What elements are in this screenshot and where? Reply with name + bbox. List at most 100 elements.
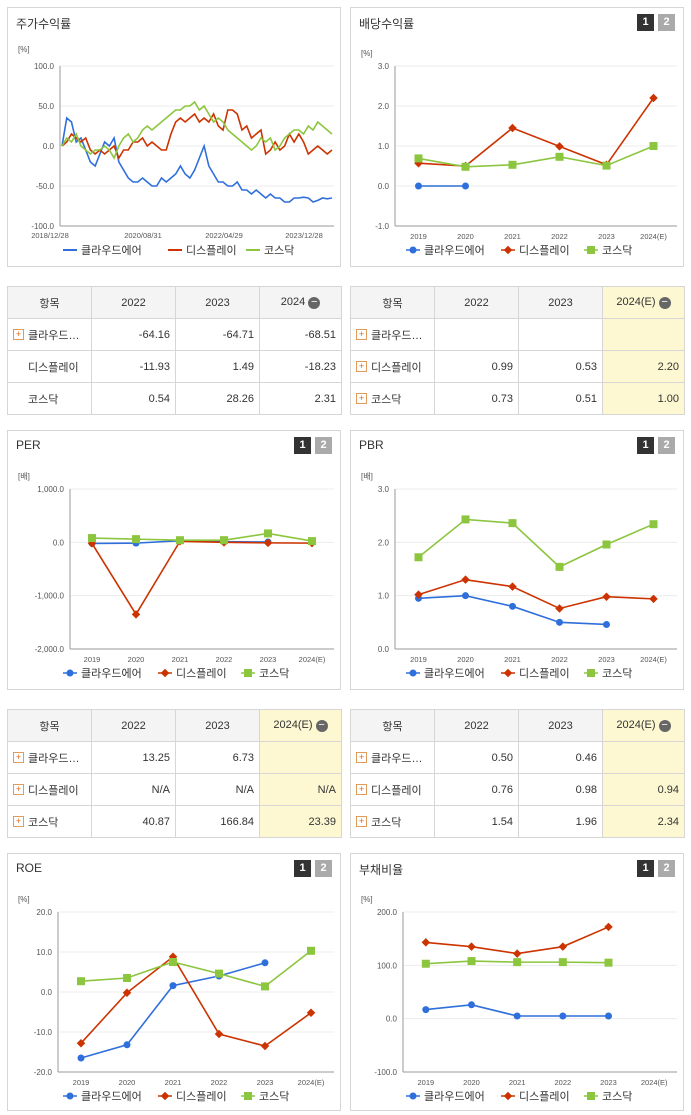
y-tick-label: 0.0 — [378, 182, 390, 191]
x-tick-label: 2024(E) — [299, 655, 326, 664]
value-cell: 40.87 — [91, 805, 176, 838]
expand-icon[interactable]: + — [13, 329, 24, 340]
data-point — [649, 142, 658, 150]
x-tick-label: 2024(E) — [640, 655, 667, 664]
legend-label: 코스닥 — [602, 244, 632, 257]
legend-label: 코스닥 — [259, 667, 289, 680]
expand-icon[interactable]: + — [356, 752, 367, 763]
tab-1[interactable]: 1 — [294, 437, 311, 454]
table-row: + 클라우드… 13.25 6.73 — [7, 741, 342, 774]
value-cell: -68.51 — [259, 318, 342, 351]
data-point — [123, 974, 131, 982]
expand-icon[interactable]: + — [13, 816, 24, 827]
row-name: 디스플레이 — [371, 361, 422, 374]
debt-ratio-chart: [%] 200.0 100.0 0.0 -100.0 2019 2020 2021 2022 20… — [361, 895, 677, 1103]
y-tick-label: 0.0 — [53, 538, 65, 547]
x-tick-label: 2021 — [509, 1078, 526, 1087]
row-name: 디스플레이 — [28, 784, 79, 797]
tab-2[interactable]: 2 — [658, 14, 675, 31]
expand-icon[interactable]: + — [356, 784, 367, 795]
data-point — [555, 562, 564, 571]
view-tabs: 1 2 — [294, 437, 332, 454]
collapse-icon[interactable]: − — [658, 719, 671, 732]
data-point — [422, 1006, 430, 1014]
expand-icon[interactable]: + — [356, 329, 367, 340]
y-unit-label: [배] — [18, 472, 30, 481]
expand-icon[interactable]: + — [13, 784, 24, 795]
legend-label: 디스플레이 — [519, 667, 570, 680]
row-name-cell: 코스닥 — [7, 382, 92, 415]
collapse-icon[interactable]: − — [315, 719, 328, 732]
pbr-panel: PBR 1 2 [배] 3.0 2.0 1.0 0.0 2019 2020 2021 2022 2… — [350, 430, 684, 690]
data-point — [461, 515, 470, 524]
expand-icon[interactable]: + — [356, 393, 367, 404]
x-tick-label: 2022 — [216, 655, 233, 664]
value-cell — [602, 741, 685, 774]
collapse-icon[interactable]: − — [308, 296, 321, 309]
data-point — [88, 534, 96, 543]
x-tick-label: 2020 — [128, 655, 145, 664]
column-header-label: 2022 — [121, 296, 146, 309]
row-name-cell: + 클라우드… — [350, 318, 435, 351]
tab-1[interactable]: 1 — [637, 437, 654, 454]
column-header: 항목 — [350, 286, 435, 319]
x-tick-label: 2021 — [504, 655, 521, 664]
legend-label: 디스플레이 — [176, 1090, 227, 1103]
column-header: 2022 — [91, 709, 176, 742]
series-line — [91, 540, 313, 616]
tab-2[interactable]: 2 — [658, 437, 675, 454]
panel-title: 주가수익률 — [16, 17, 72, 31]
x-tick-label: 2021 — [165, 1078, 182, 1087]
x-tick-label: 2022 — [551, 655, 568, 664]
tab-1[interactable]: 1 — [294, 860, 311, 877]
series-line — [80, 955, 312, 1047]
tab-2[interactable]: 2 — [315, 437, 332, 454]
row-name-cell: 디스플레이 — [7, 350, 92, 383]
expand-icon[interactable]: + — [356, 816, 367, 827]
column-header: 항목 — [350, 709, 435, 742]
legend-label: 코스닥 — [259, 1090, 289, 1103]
value-cell: 0.46 — [518, 741, 603, 774]
column-header: 2022 — [91, 286, 176, 319]
data-point — [264, 529, 272, 538]
value-cell: 0.99 — [434, 350, 519, 383]
panel-title: ROE — [16, 861, 43, 875]
x-tick-label: 2024(E) — [641, 1078, 668, 1087]
column-header-label: 항목 — [39, 720, 60, 733]
data-point — [77, 977, 85, 986]
value-cell: 1.54 — [434, 805, 519, 838]
value-cell: N/A — [91, 773, 176, 806]
expand-icon[interactable]: + — [13, 752, 24, 763]
legend-label: 코스닥 — [602, 667, 632, 680]
table-row: + 코스닥 40.87 166.84 23.39 — [7, 805, 342, 838]
expand-icon[interactable]: + — [356, 361, 367, 372]
data-point — [462, 182, 469, 190]
collapse-icon[interactable]: − — [658, 296, 671, 309]
y-unit-label: [%] — [18, 895, 30, 904]
tab-1[interactable]: 1 — [637, 14, 654, 31]
data-point — [512, 949, 522, 958]
debt-ratio-panel: 부채비율 1 2 [%] 200.0 100.0 0.0 -100.0 2019 2020 2… — [350, 853, 684, 1111]
x-tick-label: 2023 — [257, 1078, 274, 1087]
tab-1[interactable]: 1 — [637, 860, 654, 877]
y-tick-label: 1.0 — [378, 142, 390, 151]
data-point — [555, 604, 564, 613]
tab-2[interactable]: 2 — [658, 860, 675, 877]
column-header-label: 2022 — [464, 296, 489, 309]
y-tick-label: 50.0 — [38, 102, 54, 111]
series-line — [91, 532, 313, 542]
per-chart: [배] 1,000.0 0.0 -1,000.0 -2,000.0 2019 2020 202… — [18, 472, 334, 680]
row-name: 클라우드… — [371, 752, 423, 765]
column-header: 2023 — [518, 709, 603, 742]
y-unit-label: [배] — [361, 472, 373, 481]
data-point — [77, 1054, 85, 1062]
legend-marker — [503, 245, 513, 255]
x-tick-label: 2020 — [457, 655, 474, 664]
tab-2[interactable]: 2 — [315, 860, 332, 877]
value-cell: 0.76 — [434, 773, 519, 806]
data-point — [461, 575, 470, 584]
legend-marker — [503, 1091, 513, 1101]
column-header-label: 2022 — [121, 719, 146, 732]
column-header: 2023 — [175, 286, 260, 319]
data-point — [508, 519, 517, 528]
